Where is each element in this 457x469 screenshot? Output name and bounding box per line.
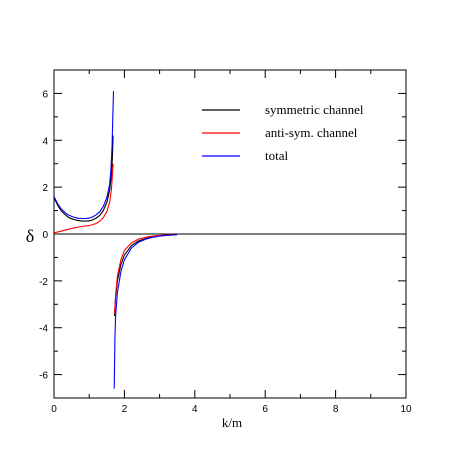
series-layer bbox=[53, 91, 178, 389]
x-tick-label: 0 bbox=[51, 404, 57, 415]
y-tick-label: 6 bbox=[42, 89, 48, 100]
series-line bbox=[53, 163, 114, 234]
y-tick-label: 4 bbox=[42, 136, 48, 147]
x-tick-label: 4 bbox=[192, 404, 198, 415]
x-tick-label: 2 bbox=[122, 404, 128, 415]
series-anti-sym-channel bbox=[53, 163, 174, 314]
y-ticks: -6 -4 -2 0 2 4 6 bbox=[39, 89, 406, 382]
x-tick-label: 6 bbox=[262, 404, 268, 415]
x-ticks: 0 2 4 6 8 10 bbox=[51, 70, 412, 415]
series-line bbox=[113, 234, 178, 389]
series-line bbox=[113, 234, 174, 317]
y-tick-label: -2 bbox=[39, 277, 48, 288]
series-total bbox=[53, 91, 178, 389]
series-line bbox=[53, 91, 115, 220]
y-axis-label: δ bbox=[26, 226, 34, 246]
legend: symmetric channel anti-sym. channel total bbox=[202, 102, 364, 163]
y-tick-label: 2 bbox=[42, 183, 48, 194]
x-axis-label: k/m bbox=[222, 415, 242, 430]
legend-label-total: total bbox=[265, 148, 288, 163]
y-tick-label: 0 bbox=[42, 230, 48, 241]
series-line bbox=[53, 135, 114, 222]
x-tick-label: 8 bbox=[333, 404, 339, 415]
y-tick-label: -6 bbox=[39, 371, 48, 382]
series-line bbox=[113, 233, 174, 314]
x-tick-label: 10 bbox=[400, 404, 412, 415]
series-symmetric-channel bbox=[53, 135, 174, 317]
legend-label-symmetric-channel: symmetric channel bbox=[265, 102, 364, 117]
legend-label-anti-sym-channel: anti-sym. channel bbox=[265, 125, 358, 140]
y-tick-label: -4 bbox=[39, 324, 48, 335]
